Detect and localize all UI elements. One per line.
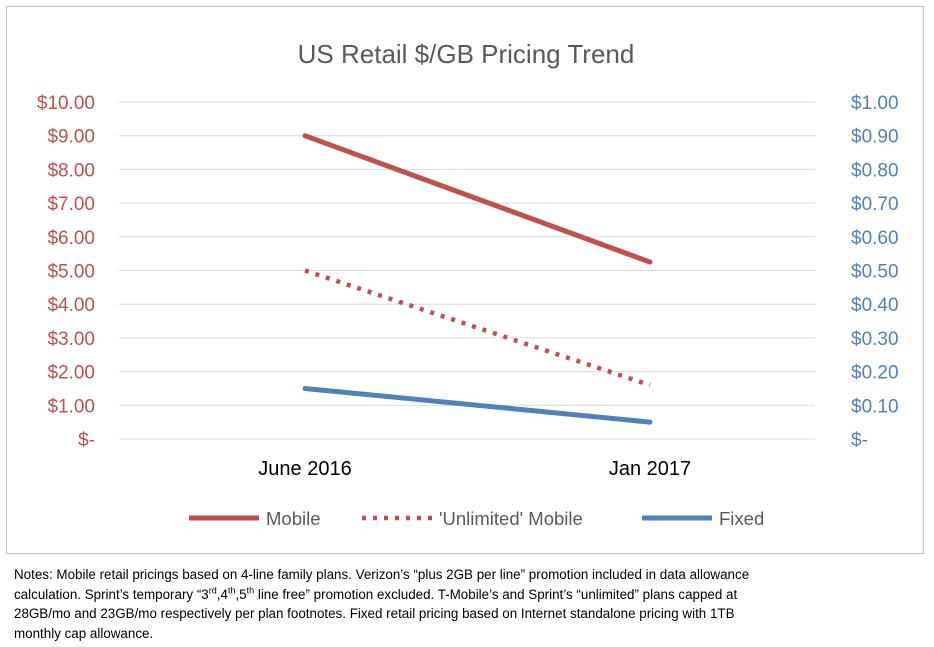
left-tick-label: $9.00 (47, 127, 95, 148)
right-axis-ticks: $- $0.10 $0.20 $0.30 $0.40 $0.50 $0.60 $0.70 $0.… (851, 93, 899, 451)
series-line-mobile (302, 133, 653, 265)
notes-line-2: calculation. Sprint’s temporary “3rd,4th… (14, 585, 920, 605)
left-tick-label: $10.00 (37, 93, 95, 114)
chart-title: US Retail $/GB Pricing Trend (298, 39, 635, 69)
right-tick-label: $0.20 (851, 363, 899, 384)
right-tick-label: $0.40 (851, 295, 899, 316)
notes-text: calculation. Sprint’s temporary “3 (14, 586, 209, 602)
right-tick-label: $0.60 (851, 228, 899, 249)
notes-line-3: 28GB/mo and 23GB/mo respectively per pla… (14, 606, 735, 621)
notes-line-1: Notes: Mobile retail pricings based on 4… (14, 567, 750, 582)
legend-label: Fixed (719, 508, 764, 529)
left-tick-label: $3.00 (47, 329, 95, 350)
legend: Mobile 'Unlimited' Mobile Fixed (189, 508, 764, 529)
notes-text: line free” promotion excluded. T-Mobile’… (254, 586, 738, 602)
gridlines (119, 101, 815, 440)
superscript: rd (208, 585, 217, 596)
x-axis-labels: June 2016 Jan 2017 (258, 458, 691, 480)
left-tick-label: $8.00 (47, 160, 95, 181)
right-tick-label: $- (851, 430, 868, 451)
chart-frame: US Retail $/GB Pricing Trend $- $1.00 $2.0… (6, 6, 924, 554)
legend-label: 'Unlimited' Mobile (439, 508, 583, 529)
category-label: Jan 2017 (609, 458, 691, 480)
left-axis-ticks: $- $1.00 $2.00 $3.00 $4.00 $5.00 $6.00 $7.00 $8.… (37, 93, 95, 451)
right-tick-label: $0.50 (851, 262, 899, 283)
chart-plot: US Retail $/GB Pricing Trend $- $1.00 $2.0… (37, 39, 899, 529)
left-tick-label: $- (78, 430, 95, 451)
left-tick-label: $1.00 (47, 396, 95, 417)
right-tick-label: $0.90 (851, 127, 899, 148)
notes-text: ,5 (235, 586, 247, 602)
right-tick-label: $0.80 (851, 160, 899, 181)
left-tick-label: $5.00 (47, 262, 95, 283)
right-tick-label: $0.10 (851, 396, 899, 417)
series-lines (302, 133, 653, 425)
left-tick-label: $7.00 (47, 194, 95, 215)
series-line-unlimited-mobile (304, 268, 651, 388)
left-tick-label: $4.00 (47, 295, 95, 316)
notes-line-4: monthly cap allowance. (14, 625, 154, 641)
right-tick-label: $0.70 (851, 194, 899, 215)
series-line-fixed (302, 385, 653, 425)
right-tick-label: $1.00 (851, 93, 899, 114)
legend-label: Mobile (266, 508, 321, 529)
left-tick-label: $6.00 (47, 228, 95, 249)
right-tick-label: $0.30 (851, 329, 899, 350)
footnotes: Notes: Mobile retail pricings based on 4… (14, 565, 920, 643)
notes-text: ,4 (216, 586, 228, 602)
superscript: th (227, 585, 236, 596)
superscript: th (246, 585, 255, 596)
left-tick-label: $2.00 (47, 363, 95, 384)
category-label: June 2016 (258, 458, 351, 480)
